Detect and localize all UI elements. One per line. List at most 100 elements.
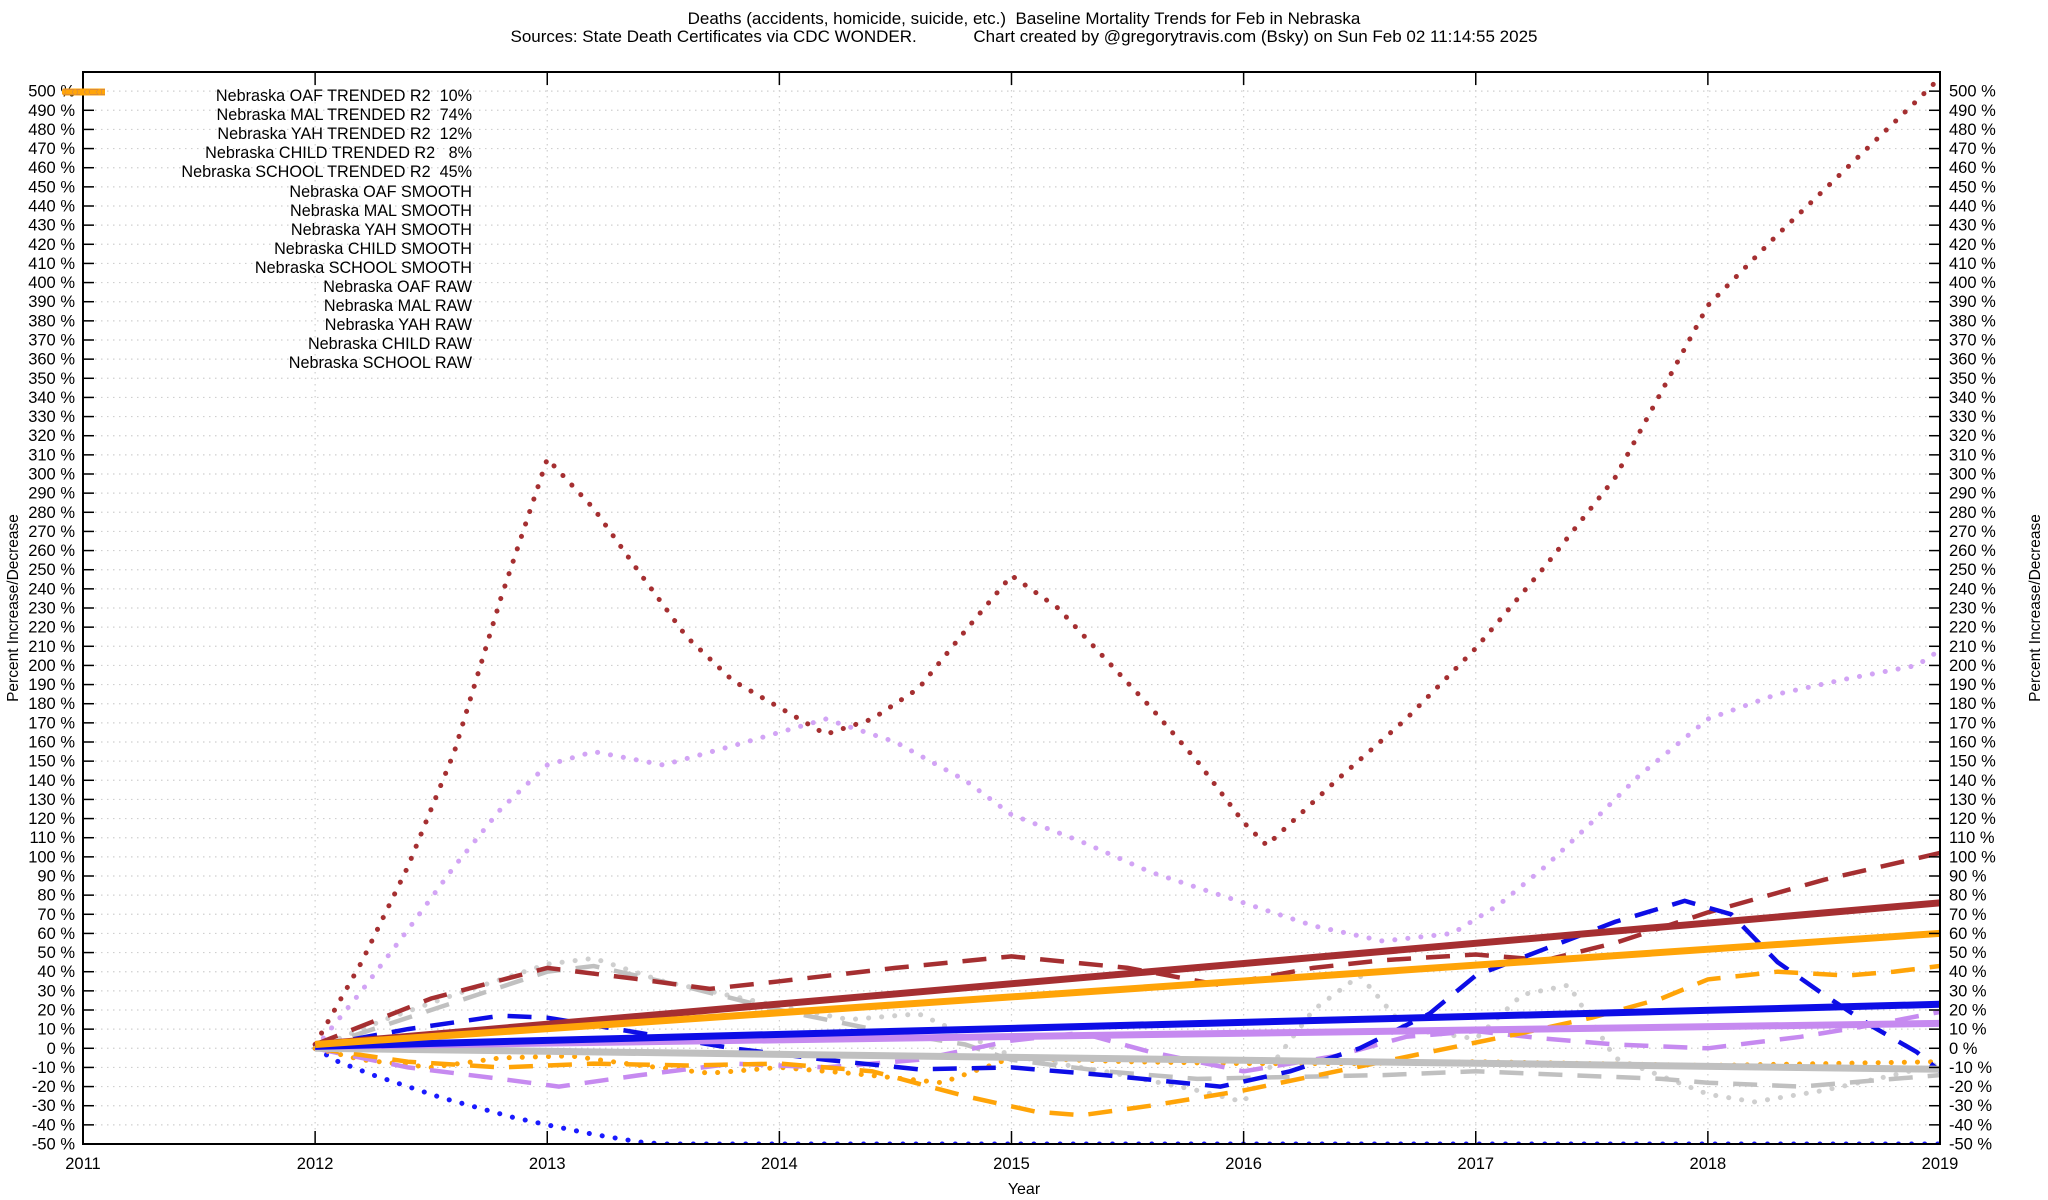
xtick-label: 2012 xyxy=(297,1155,334,1173)
ytick-label-right: 460 % xyxy=(1949,159,1996,177)
series-child-trended-line xyxy=(315,1000,1940,1050)
legend-item-mal-raw: Nebraska MAL RAW xyxy=(50,89,472,316)
ytick-label-left: 430 % xyxy=(28,217,75,235)
ytick-label-right: 490 % xyxy=(1949,102,1996,120)
ytick-label-left: 10 % xyxy=(37,1021,75,1039)
ytick-label-left: 320 % xyxy=(28,427,75,445)
legend-item-school-raw: Nebraska SCHOOL RAW xyxy=(50,89,472,373)
legend-label-yah-raw: Nebraska YAH RAW xyxy=(324,316,472,335)
series-school-smooth-line xyxy=(314,963,1940,1118)
ytick-label-right: 450 % xyxy=(1949,178,1996,196)
ytick-label-right: 20 % xyxy=(1949,1002,1987,1020)
legend-label-school-smooth: Nebraska SCHOOL SMOOTH xyxy=(254,258,472,277)
ytick-label-left: 240 % xyxy=(28,580,75,598)
ytick-label-right: 30 % xyxy=(1949,982,1987,1000)
chart-subtitle-sources: Sources: State Death Certificates via CD… xyxy=(510,27,1538,46)
ytick-label-left: 210 % xyxy=(28,638,75,656)
ytick-label-right: 390 % xyxy=(1949,293,1996,311)
ytick-label-right: 440 % xyxy=(1949,198,1996,216)
xtick-label: 2014 xyxy=(761,1155,798,1173)
ytick-label-left: 110 % xyxy=(29,829,75,847)
series-yah-raw-line xyxy=(312,647,1940,1051)
ytick-label-right: 210 % xyxy=(1949,638,1996,656)
ytick-label-left: 470 % xyxy=(28,140,75,158)
ytick-label-right: 240 % xyxy=(1949,580,1996,598)
xtick-label: 2016 xyxy=(1225,1155,1262,1173)
ytick-label-right: 160 % xyxy=(1949,734,1996,752)
ytick-label-right: 270 % xyxy=(1949,523,1996,541)
ytick-label-right: 410 % xyxy=(1949,255,1996,273)
legend-item-yah-smooth: Nebraska YAH SMOOTH xyxy=(50,89,472,240)
ytick-label-right: 250 % xyxy=(1949,561,1996,579)
series-oaf-smooth-line xyxy=(314,963,1940,1089)
ytick-label-left: 370 % xyxy=(28,332,75,350)
ytick-label-right: 480 % xyxy=(1949,121,1996,139)
ytick-label-left: 60 % xyxy=(37,925,75,943)
legend-item-child-trended: Nebraska CHILD TRENDED R2 8% xyxy=(50,88,472,163)
ytick-label-left: 250 % xyxy=(28,561,75,579)
ytick-label-right: -10 % xyxy=(1949,1059,1992,1077)
ytick-label-right: 300 % xyxy=(1949,466,1996,484)
ytick-label-left: 120 % xyxy=(28,810,75,828)
ytick-label-left: 410 % xyxy=(28,255,75,273)
ytick-label-left: 420 % xyxy=(28,236,75,254)
x-axis-title: Year xyxy=(1007,1181,1041,1198)
ytick-label-left: 30 % xyxy=(37,982,75,1000)
ytick-label-right: 190 % xyxy=(1949,676,1996,694)
ytick-label-right: 380 % xyxy=(1949,312,1996,330)
xtick-label: 2013 xyxy=(529,1155,566,1173)
legend-item-school-smooth: Nebraska SCHOOL SMOOTH xyxy=(50,89,472,278)
ytick-label-right: 180 % xyxy=(1949,695,1996,713)
series-mal-trended-line xyxy=(314,899,1940,1048)
legend-swatch-school-raw-dotted-line-icon xyxy=(62,89,106,95)
ytick-label-right: 200 % xyxy=(1949,657,1996,675)
ytick-label-left: 300 % xyxy=(28,466,75,484)
ytick-label-left: 160 % xyxy=(28,734,75,752)
ytick-label-left: 500 % xyxy=(28,83,75,101)
xtick-label: 2018 xyxy=(1690,1155,1727,1173)
legend-item-yah-trended: Nebraska YAH TRENDED R2 12% xyxy=(50,88,472,144)
legend-label-oaf-raw: Nebraska OAF RAW xyxy=(323,277,472,296)
ytick-label-right: 170 % xyxy=(1949,714,1996,732)
legend: Nebraska OAF TRENDED R2 10% Nebraska MAL … xyxy=(50,87,472,373)
ytick-label-left: 70 % xyxy=(37,906,75,924)
ytick-label-left: 260 % xyxy=(28,542,75,560)
xtick-label: 2015 xyxy=(993,1155,1030,1173)
ytick-label-right: 350 % xyxy=(1949,370,1996,388)
series-layer xyxy=(312,75,1940,1144)
ytick-label-left: 80 % xyxy=(37,887,75,905)
ytick-label-right: 120 % xyxy=(1949,810,1996,828)
ytick-label-right: 110 % xyxy=(1949,829,1995,847)
ytick-label-left: 150 % xyxy=(28,753,75,771)
ytick-label-right: 140 % xyxy=(1949,772,1996,790)
xtick-label: 2019 xyxy=(1922,1155,1959,1173)
ytick-label-right: 60 % xyxy=(1949,925,1987,943)
ytick-label-left: 180 % xyxy=(28,695,75,713)
ytick-label-right: 420 % xyxy=(1949,236,1996,254)
series-yah-smooth-line xyxy=(314,1009,1940,1089)
legend-item-yah-raw: Nebraska YAH RAW xyxy=(50,89,472,335)
ytick-label-left: 360 % xyxy=(28,351,75,369)
ytick-label-right: -40 % xyxy=(1949,1116,1992,1134)
ytick-label-right: 430 % xyxy=(1949,217,1996,235)
chart-title: Deaths (accidents, homicide, suicide, et… xyxy=(687,9,1361,28)
ytick-label-right: 40 % xyxy=(1949,963,1987,981)
ytick-label-left: -30 % xyxy=(32,1097,75,1115)
ytick-label-right: 290 % xyxy=(1949,485,1996,503)
xtick-label: 2011 xyxy=(65,1155,100,1173)
series-school-trended-line xyxy=(314,929,1940,1048)
ytick-label-left: 140 % xyxy=(28,772,75,790)
ytick-label-left: 490 % xyxy=(28,102,75,120)
ytick-label-left: -40 % xyxy=(32,1116,75,1134)
legend-label-school-trended: Nebraska SCHOOL TRENDED R2 45% xyxy=(181,163,472,182)
legend-label-yah-trended: Nebraska YAH TRENDED R2 12% xyxy=(217,125,472,144)
ytick-label-left: 170 % xyxy=(28,714,75,732)
ytick-label-left: -20 % xyxy=(32,1078,75,1096)
legend-label-child-raw: Nebraska CHILD RAW xyxy=(307,335,472,354)
ytick-label-left: 20 % xyxy=(37,1002,75,1020)
ytick-label-left: 310 % xyxy=(28,446,75,464)
legend-label-oaf-trended: Nebraska OAF TRENDED R2 10% xyxy=(215,87,472,106)
ytick-label-left: 330 % xyxy=(28,408,75,426)
ytick-label-right: 260 % xyxy=(1949,542,1996,560)
